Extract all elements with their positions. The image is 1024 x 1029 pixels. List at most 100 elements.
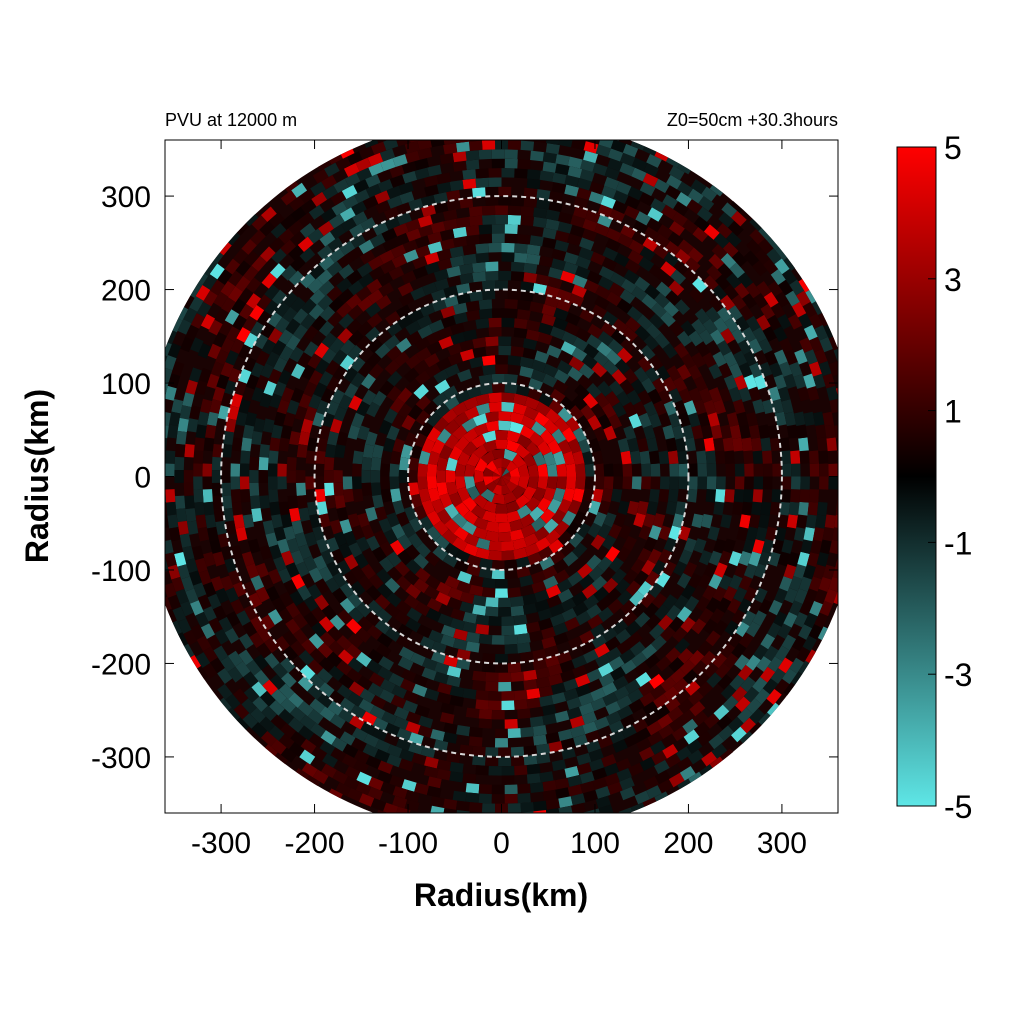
pv-field-cell [507,587,522,598]
pv-field-cell [678,476,689,490]
pv-field-cell [569,715,585,729]
pv-field-cell [687,412,701,428]
pv-field-cell [576,187,592,201]
pv-field-cell [175,588,189,605]
pv-field-cell [620,278,637,294]
pv-field-cell [348,681,365,697]
pv-field-cell [261,705,277,722]
pv-field-cell [504,559,518,570]
pv-field-cell [207,343,222,360]
x-tick-label: 300 [757,827,807,860]
pv-field-cell [715,274,731,291]
pv-field-cell [339,240,356,256]
pv-field-cell [611,368,627,385]
pv-field-cell [482,476,494,486]
pv-field-cell [529,782,544,793]
pv-field-cell [216,374,230,390]
pv-field-cell [206,634,222,651]
pv-field-cell [572,601,589,617]
pv-field-cell [370,141,387,155]
pv-field-cell [603,512,617,528]
pv-field-cell [777,551,791,567]
pv-field-cell [774,291,790,308]
pv-field-cell [472,187,486,198]
pv-field-cell [532,216,547,228]
pv-field-cell [312,168,329,184]
pv-field-cell [537,497,552,513]
pv-field-cell [439,153,454,165]
pv-field-cell [818,576,832,593]
pv-field-cell [731,251,748,267]
pv-field-cell [333,469,343,484]
pv-field-cell [781,399,794,414]
pv-field-cell [727,220,744,237]
pv-field-cell [435,591,451,606]
pv-field-cell [587,614,604,630]
pv-field-cell [316,399,330,416]
pv-field-cell [165,385,177,401]
pv-field-cell [739,731,753,744]
pv-field-cell [571,140,586,151]
pv-field-cell [691,318,707,335]
pv-field-cell [445,481,458,496]
pv-field-cell [796,646,811,663]
pv-field-cell [305,476,315,490]
pv-field-cell [430,805,445,813]
pv-field-cell [804,588,818,604]
pv-field-cell [513,624,528,635]
pv-field-cell [534,411,550,427]
pv-field-cell [398,646,415,661]
pv-field-cell [454,502,470,518]
pv-field-cell [518,463,530,477]
pv-field-cell [204,424,217,439]
pv-field-cell [728,362,743,379]
pv-field-cell [343,530,357,547]
pv-field-cell [694,308,711,325]
pv-field-cell [616,639,633,655]
pv-field-cell [741,501,753,516]
pv-field-cell [367,599,383,616]
pv-field-cell [760,437,772,452]
pv-field-cell [365,610,381,627]
pv-field-cell [671,211,688,227]
pv-field-cell [643,162,660,177]
pv-field-cell [697,463,708,477]
pv-field-cell [847,463,857,476]
pv-field-cell [380,488,392,503]
pv-field-cell [453,828,466,834]
pv-field-cell [379,259,396,275]
pv-field-cell [591,767,608,781]
pv-field-cell [495,140,508,141]
pv-field-cell [586,270,603,285]
pv-field-cell [628,239,645,255]
pv-field-cell [675,746,692,762]
pv-field-cell [654,292,670,308]
pv-field-cell [386,345,402,361]
pv-field-cell [384,602,401,619]
pv-field-cell [451,424,468,440]
pv-field-cell [575,683,591,698]
pv-field-cell [763,645,779,662]
pv-field-cell [481,653,496,664]
pv-field-cell [249,632,265,649]
pv-field-cell [498,345,512,356]
pv-field-cell [418,488,431,503]
pv-field-cell [613,685,630,701]
pv-field-cell [449,255,465,268]
pv-field-cell [452,401,468,417]
pv-field-cell [802,301,817,318]
pv-field-cell [468,215,483,227]
pv-field-cell [723,351,738,367]
pv-field-cell [481,355,496,366]
pv-field-cell [285,602,301,619]
pv-field-cell [614,358,631,375]
pv-field-cell [715,489,726,503]
pv-field-cell [463,396,479,410]
pv-field-cell [545,808,560,813]
pv-field-cell [695,596,711,612]
pv-field-cell [464,533,480,547]
pv-field-cell [420,745,436,759]
pv-field-cell [548,267,563,280]
pv-field-cell [681,353,696,370]
pv-field-cell [398,469,409,484]
